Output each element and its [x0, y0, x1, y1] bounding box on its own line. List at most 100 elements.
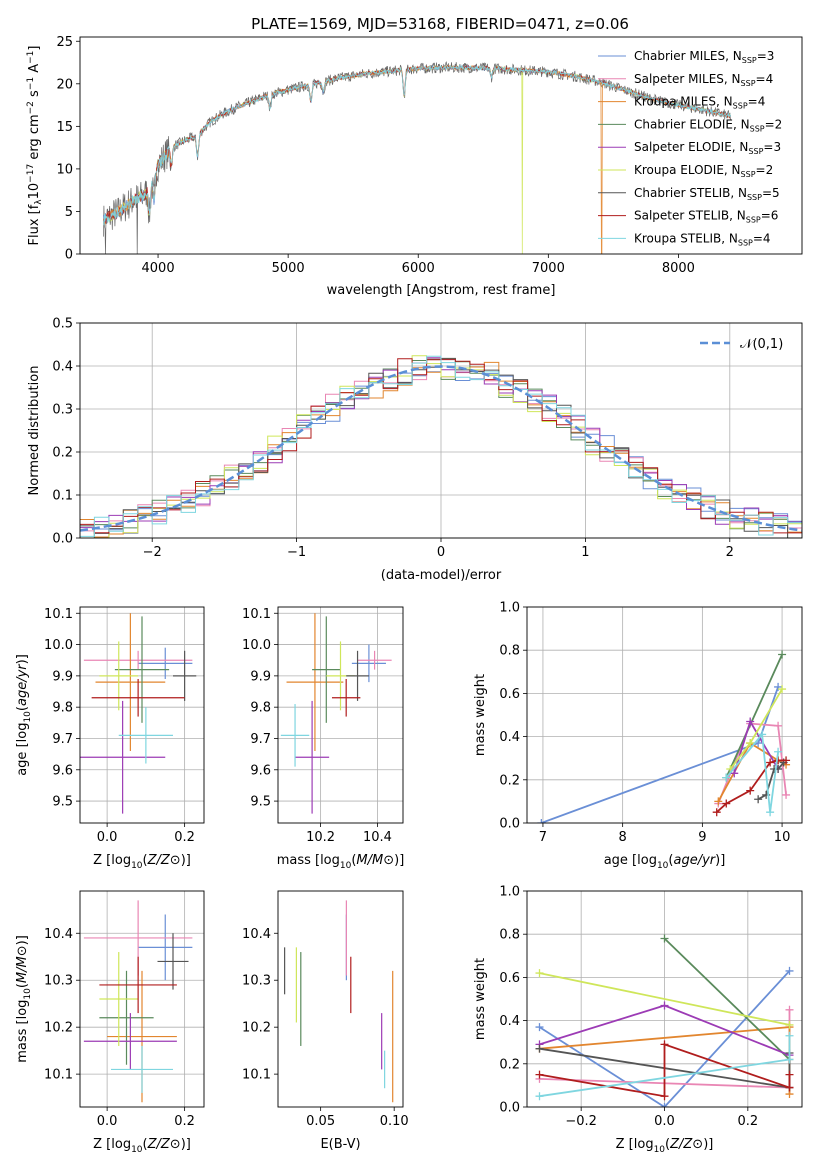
x-tick-label: 10	[774, 830, 791, 845]
y-tick-label: 9.8	[52, 701, 73, 716]
y-tick-label: 15	[56, 120, 73, 135]
x-tick-label: 5000	[272, 261, 305, 276]
axes-frame	[79, 36, 803, 255]
weight_vs_Z-panel: −0.2 0.0 0.2 0.0 0.2 0.4 0.6 0.8 1.0 Z [log10(Z/Z…	[473, 885, 803, 1155]
weight-marker	[754, 795, 763, 804]
legend-entry: Salpeter ELODIE, NSSP=3	[634, 140, 781, 156]
weight-line	[663, 937, 791, 1061]
weight-marker	[722, 773, 731, 782]
x-axis-label: wavelength [Angstrom, rest frame]	[327, 283, 556, 298]
histograms	[80, 355, 802, 538]
spectrum-lines	[103, 61, 731, 254]
weight-marker	[535, 1044, 544, 1053]
x-tick-label: 2	[726, 545, 734, 560]
y-axis-label: age [log10(age/yr)]	[15, 654, 33, 776]
weight-marker	[730, 769, 739, 778]
weight-marker	[660, 1001, 669, 1010]
weight-marker	[746, 717, 755, 726]
y-tick-label: 10.1	[44, 1068, 73, 1083]
y-tick-label: 1.0	[499, 601, 520, 616]
weight-lines	[535, 934, 794, 1107]
y-tick-label: 0.2	[499, 773, 520, 788]
y-tick-label: 0.4	[499, 730, 520, 745]
weight-marker	[785, 1020, 794, 1029]
y-tick-label: 10.4	[44, 927, 73, 942]
x-tick-label: 8	[619, 830, 627, 845]
y-tick-label: 10.2	[44, 1021, 73, 1036]
weight-marker	[778, 650, 787, 659]
y-tick-label: 20	[56, 77, 73, 92]
y-tick-label: 0.4	[499, 1014, 520, 1029]
y-tick-label: 9.7	[250, 732, 271, 747]
weight-marker	[785, 1031, 794, 1040]
spectrum-line	[103, 64, 731, 226]
y-tick-label: 0.6	[499, 971, 520, 986]
x-tick-label: 6000	[402, 261, 435, 276]
y-tick-label: 9.6	[250, 763, 271, 778]
y-tick-label: 10.4	[242, 927, 271, 942]
gaussian-curve	[80, 365, 802, 532]
y-tick-label: 10.1	[242, 607, 271, 622]
x-tick-label: −1	[287, 545, 306, 560]
weight-marker	[660, 934, 669, 943]
y-tick-label: 10.0	[44, 638, 73, 653]
y-tick-label: 0.0	[499, 1101, 520, 1116]
weight-marker	[746, 786, 755, 795]
errorbars	[83, 900, 193, 1103]
weight-marker	[535, 1092, 544, 1101]
weight-line	[725, 732, 779, 813]
y-tick-label: 10	[56, 162, 73, 177]
weight-marker	[660, 1103, 669, 1107]
x-tick-label: −2	[143, 545, 162, 560]
y-tick-label: 9.7	[52, 732, 73, 747]
x-tick-label: −0.2	[565, 1114, 597, 1129]
x-axis-label: Z [log10(Z/Z⊙)]	[93, 1137, 191, 1155]
y-tick-label: 9.6	[52, 763, 73, 778]
x-tick-label: 0.10	[380, 1114, 409, 1129]
weight-marker	[766, 808, 775, 817]
spectrum-panel: 4000 5000 6000 7000 8000 0 5 10 15 20 25 Chabrier M…	[26, 35, 803, 298]
weight-marker	[535, 1023, 544, 1032]
x-axis-label: E(B-V)	[320, 1137, 360, 1152]
weight-marker	[774, 747, 783, 756]
y-tick-label: 0.0	[499, 817, 520, 832]
legend-entry: 𝒩(0,1)	[740, 337, 783, 352]
weight-marker	[537, 819, 546, 823]
y-tick-label: 10.3	[242, 974, 271, 989]
age_vs_Z-panel: 0.0 0.2 9.5 9.6 9.7 9.8 9.9 10.0 10.1 Z [log10(Z/…	[15, 606, 205, 871]
x-tick-label: 7	[539, 830, 547, 845]
x-tick-label: 7000	[532, 261, 565, 276]
weight-marker	[774, 721, 783, 730]
axes-frame	[526, 606, 803, 824]
legend-entry: Chabrier ELODIE, NSSP=2	[634, 117, 782, 133]
spectrum-line	[103, 61, 731, 254]
weight-marker	[778, 685, 787, 694]
legend-entry: Kroupa ELODIE, NSSP=2	[634, 163, 773, 179]
histogram-step	[80, 355, 802, 538]
x-tick-label: 8000	[662, 261, 695, 276]
mass_vs_ebv-panel: 0.05 0.10 10.1 10.2 10.3 10.4 E(B-V)	[242, 890, 409, 1152]
weight-marker	[782, 756, 791, 765]
x-axis-label: mass [log10(M/M⊙)]	[277, 853, 405, 871]
weight-line	[540, 686, 779, 823]
x-axis-label: Z [log10(Z/Z⊙)]	[93, 853, 191, 871]
weight-line	[539, 1043, 791, 1098]
y-tick-label: 9.5	[250, 795, 271, 810]
y-axis-label: mass weight	[473, 674, 488, 756]
weight-marker	[785, 1005, 794, 1014]
axes-frame	[277, 606, 404, 824]
mass_vs_Z-panel: 0.0 0.2 10.1 10.2 10.3 10.4 Z [log10(Z/Z⊙)] mas…	[15, 890, 205, 1155]
weight-marker	[722, 799, 731, 808]
weight-marker	[746, 739, 755, 748]
weight-marker	[714, 797, 723, 806]
weight-marker	[535, 969, 544, 978]
weight-marker	[785, 1083, 794, 1092]
x-tick-label: 4000	[142, 261, 175, 276]
y-tick-label: 0.1	[52, 489, 73, 504]
weight-marker	[782, 790, 791, 799]
age_vs_mass-panel: 10.2 10.4 9.5 9.6 9.7 9.8 9.9 10.0 10.1 mass [log…	[242, 606, 405, 871]
legend-entry: Salpeter MILES, NSSP=4	[634, 72, 773, 88]
y-tick-label: 9.5	[52, 795, 73, 810]
x-tick-label: 0	[437, 545, 445, 560]
